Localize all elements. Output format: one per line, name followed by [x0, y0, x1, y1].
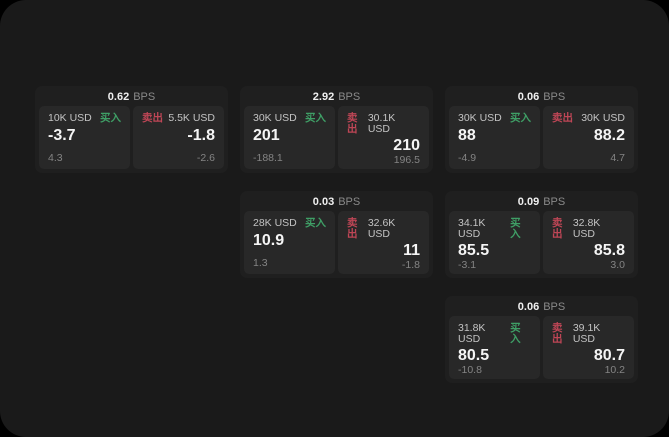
sell-label: 卖出 — [552, 112, 573, 124]
quote-panels: 30K USD 买入 201 -188.1 卖出 30.1K USD 210 1… — [240, 106, 433, 169]
sell-panel[interactable]: 卖出 30.1K USD 210 196.5 — [338, 106, 429, 169]
quote-panels: 31.8K USD 买入 80.5 -10.8 卖出 39.1K USD 80.… — [445, 316, 638, 379]
bps-value: 0.62 — [107, 91, 130, 103]
buy-panel[interactable]: 28K USD 买入 10.9 1.3 — [244, 211, 335, 274]
sell-amount: 30K USD — [581, 112, 625, 124]
sell-price: 80.7 — [593, 347, 625, 364]
sell-panel[interactable]: 卖出 32.6K USD 11 -1.8 — [338, 211, 429, 274]
card-header: 2.92 BPS — [240, 86, 433, 106]
buy-amount: 34.1K USD — [458, 217, 486, 240]
buy-panel[interactable]: 34.1K USD 买入 85.5 -3.1 — [449, 211, 540, 274]
buy-label: 买入 — [510, 322, 521, 345]
sell-change: 3.0 — [610, 259, 625, 272]
buy-amount: 30K USD — [458, 112, 502, 124]
buy-price: 80.5 — [458, 347, 490, 364]
bps-unit: BPS — [543, 301, 566, 313]
buy-price: 85.5 — [458, 242, 490, 259]
sell-amount: 30.1K USD — [367, 112, 396, 135]
quote-panels: 30K USD 买入 88 -4.9 卖出 30K USD 88.2 4.7 — [445, 106, 638, 169]
bps-unit: BPS — [338, 196, 361, 208]
sell-amount: 32.8K USD — [572, 217, 601, 240]
sell-change: 10.2 — [604, 364, 625, 377]
bps-unit: BPS — [543, 91, 566, 103]
quote-panels: 10K USD 买入 -3.7 4.3 卖出 5.5K USD -1.8 -2.… — [35, 106, 228, 169]
buy-label: 买入 — [305, 112, 326, 124]
quote-card-3: 0.06 BPS 30K USD 买入 88 -4.9 卖出 30K USD 8… — [445, 86, 638, 173]
buy-price: 88 — [458, 126, 476, 144]
buy-price: -3.7 — [48, 126, 76, 144]
sell-panel[interactable]: 卖出 32.8K USD 85.8 3.0 — [543, 211, 634, 274]
quote-card-4: 0.03 BPS 28K USD 买入 10.9 1.3 卖出 32.6K US… — [240, 191, 433, 278]
quote-card-6: 0.06 BPS 31.8K USD 买入 80.5 -10.8 卖出 39.1… — [445, 296, 638, 383]
bps-unit: BPS — [133, 91, 156, 103]
buy-change: -4.9 — [458, 151, 477, 164]
bps-value: 0.06 — [517, 91, 540, 103]
sell-label: 卖出 — [552, 217, 563, 240]
bps-unit: BPS — [338, 91, 361, 103]
sell-label: 卖出 — [552, 322, 563, 345]
buy-panel[interactable]: 31.8K USD 买入 80.5 -10.8 — [449, 316, 540, 379]
buy-panel[interactable]: 30K USD 买入 201 -188.1 — [244, 106, 335, 169]
buy-change: -3.1 — [458, 259, 477, 272]
sell-panel[interactable]: 卖出 39.1K USD 80.7 10.2 — [543, 316, 634, 379]
sell-label: 卖出 — [347, 112, 358, 135]
sell-price: 88.2 — [593, 126, 625, 144]
sell-panel[interactable]: 卖出 30K USD 88.2 4.7 — [543, 106, 634, 169]
quote-card-1: 0.62 BPS 10K USD 买入 -3.7 4.3 卖出 5.5K USD… — [35, 86, 228, 173]
buy-label: 买入 — [510, 112, 531, 124]
buy-label: 买入 — [100, 112, 121, 124]
buy-amount: 10K USD — [48, 112, 92, 124]
sell-change: 4.7 — [610, 151, 625, 164]
buy-amount: 31.8K USD — [458, 322, 486, 345]
quote-card-2: 2.92 BPS 30K USD 买入 201 -188.1 卖出 30.1K … — [240, 86, 433, 173]
buy-amount: 30K USD — [253, 112, 297, 124]
buy-change: -188.1 — [253, 151, 283, 164]
sell-change: -1.8 — [401, 259, 420, 272]
sell-label: 卖出 — [142, 112, 163, 124]
sell-price: 210 — [393, 137, 420, 154]
sell-price: 85.8 — [593, 242, 625, 259]
buy-panel[interactable]: 10K USD 买入 -3.7 4.3 — [39, 106, 130, 169]
quote-panels: 34.1K USD 买入 85.5 -3.1 卖出 32.8K USD 85.8… — [445, 211, 638, 274]
bps-value: 0.09 — [517, 196, 540, 208]
quote-card-5: 0.09 BPS 34.1K USD 买入 85.5 -3.1 卖出 32.8K… — [445, 191, 638, 278]
sell-amount: 5.5K USD — [168, 112, 215, 124]
sell-panel[interactable]: 卖出 5.5K USD -1.8 -2.6 — [133, 106, 224, 169]
buy-change: 1.3 — [253, 256, 268, 269]
buy-label: 买入 — [510, 217, 521, 240]
sell-price: 11 — [403, 242, 420, 259]
buy-change: -10.8 — [458, 364, 482, 377]
sell-amount: 32.6K USD — [367, 217, 396, 240]
card-header: 0.09 BPS — [445, 191, 638, 211]
bps-value: 0.03 — [312, 196, 335, 208]
sell-change: 196.5 — [393, 154, 420, 167]
sell-label: 卖出 — [347, 217, 358, 240]
card-header: 0.06 BPS — [445, 296, 638, 316]
sell-price: -1.8 — [187, 126, 215, 144]
buy-price: 201 — [253, 126, 280, 144]
buy-price: 10.9 — [253, 231, 285, 249]
buy-amount: 28K USD — [253, 217, 297, 229]
sell-amount: 39.1K USD — [572, 322, 601, 345]
card-header: 0.03 BPS — [240, 191, 433, 211]
sell-change: -2.6 — [196, 151, 215, 164]
bps-unit: BPS — [543, 196, 566, 208]
buy-panel[interactable]: 30K USD 买入 88 -4.9 — [449, 106, 540, 169]
buy-change: 4.3 — [48, 151, 63, 164]
card-header: 0.62 BPS — [35, 86, 228, 106]
card-header: 0.06 BPS — [445, 86, 638, 106]
quote-panels: 28K USD 买入 10.9 1.3 卖出 32.6K USD 11 -1.8 — [240, 211, 433, 274]
bps-value: 0.06 — [517, 301, 540, 313]
bps-value: 2.92 — [312, 91, 335, 103]
buy-label: 买入 — [305, 217, 326, 229]
